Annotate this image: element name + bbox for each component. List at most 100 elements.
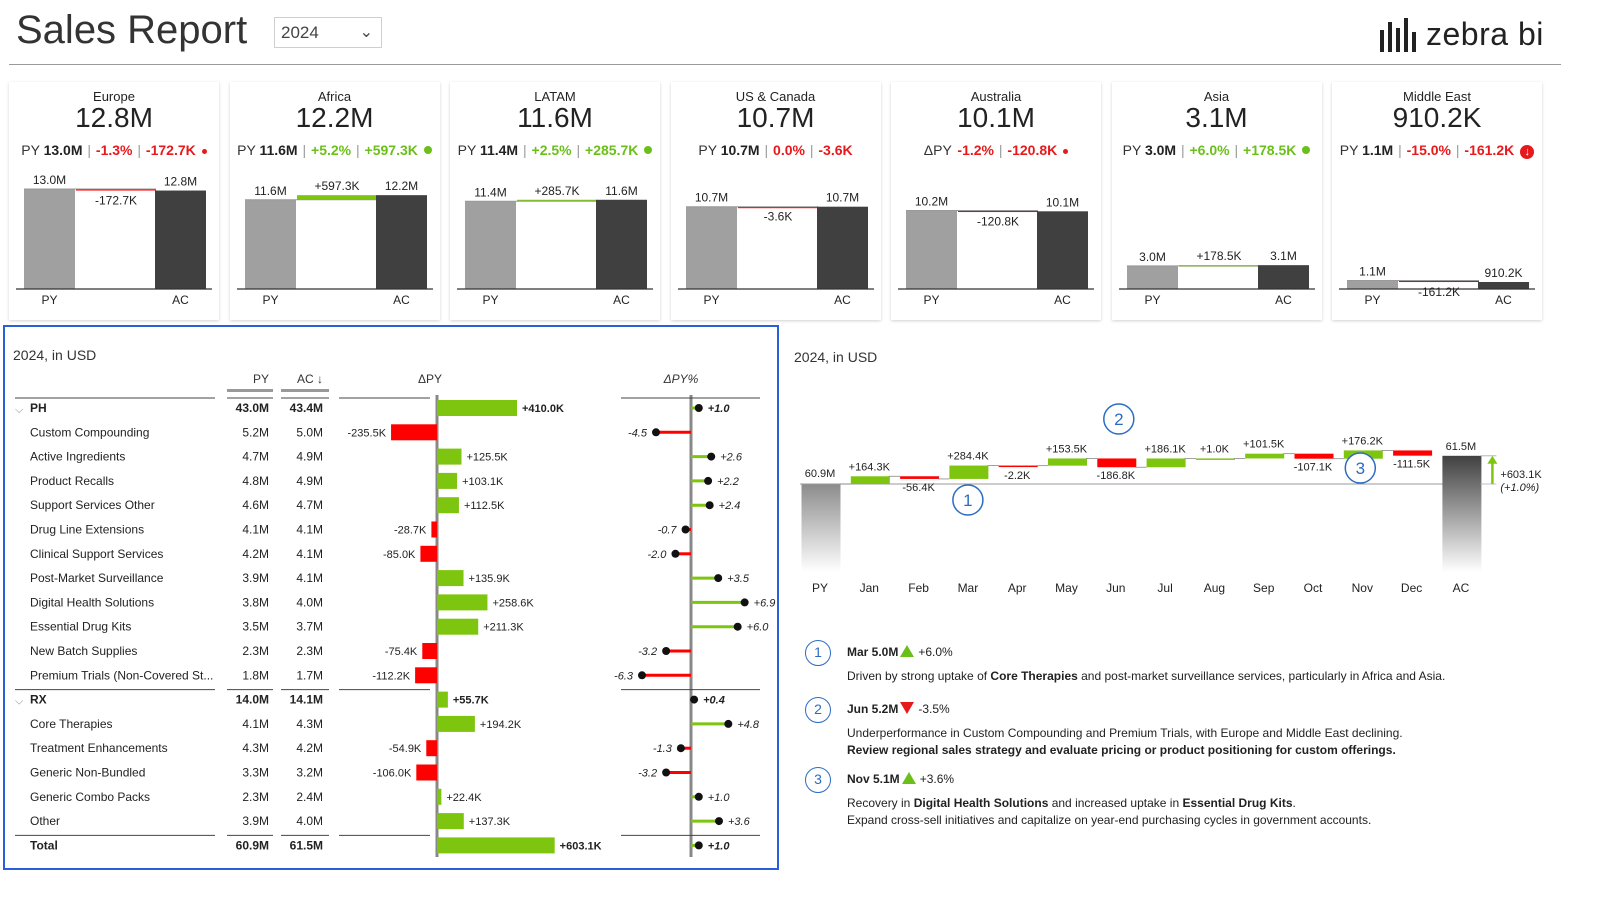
- x-axis-label: Nov: [1352, 581, 1373, 595]
- x-axis-label: Sep: [1253, 581, 1275, 595]
- x-label-ac: AC: [172, 293, 189, 307]
- collapse-chevron-icon[interactable]: ⌵: [15, 404, 24, 416]
- ac-value: 61.5M: [290, 838, 323, 852]
- year-dropdown[interactable]: 2024 ⌄: [274, 17, 382, 48]
- table-row[interactable]: Other 3.9M 4.0M +137.3K +3.6: [30, 813, 751, 830]
- table-row[interactable]: ⌵ PH 43.0M 43.4M +410.0K +1.0: [15, 397, 760, 416]
- kpi-value: 12.2M: [295, 102, 374, 133]
- ac-bar: [596, 199, 647, 289]
- table-row[interactable]: Drug Line Extensions 4.1M 4.1M -28.7K -0.7: [30, 521, 691, 538]
- delta-percent: +6.0%: [1189, 142, 1230, 158]
- percent-label: -4.5: [628, 427, 648, 439]
- month-bar-aug: [1195, 458, 1235, 460]
- table-row[interactable]: ⌵ RX 14.0M 14.1M +55.7K +0.4: [15, 689, 760, 708]
- table-row[interactable]: New Batch Supplies 2.3M 2.3M -75.4K -3.2: [30, 643, 691, 659]
- delta-label: +103.1K: [462, 476, 504, 488]
- py-value: 3.8M: [242, 595, 269, 609]
- ac-value: 43.4M: [290, 401, 323, 415]
- kpi-comparison: PY 3.0M | +6.0% | +178.5K: [1112, 142, 1322, 158]
- percent-dot: [671, 549, 680, 558]
- percent-dot: [690, 695, 699, 704]
- logo-text: zebra bi: [1426, 16, 1544, 52]
- ac-value: 4.0M: [296, 595, 323, 609]
- variance-table-panel[interactable]: 2024, in USD PY AC ↓ ΔPY ΔPY% ⌵ PH 43.0M 43.4M +…: [3, 325, 779, 870]
- header-ac[interactable]: AC ↓: [297, 372, 323, 386]
- row-label: Drug Line Extensions: [30, 523, 144, 537]
- ac-bar: [816, 206, 868, 289]
- kpi-card-australia[interactable]: Australia 10.1M ΔPY -1.2% | -120.8K 10.2M 10…: [891, 82, 1101, 320]
- table-row[interactable]: Product Recalls 4.8M 4.9M +103.1K +2.2: [30, 472, 739, 489]
- percent-dot: [662, 768, 671, 777]
- delta-value: -3.6K: [818, 142, 853, 158]
- table-row[interactable]: Premium Trials (Non-Covered St... 1.8M 1.7…: [30, 667, 691, 684]
- table-row[interactable]: Essential Drug Kits 3.5M 3.7M +211.3K +6.0: [30, 618, 769, 635]
- table-row[interactable]: Active Ingredients 4.7M 4.9M +125.5K +2.6: [30, 448, 743, 465]
- note-text-line: Recovery in Digital Health Solutions and…: [847, 796, 1296, 810]
- kpi-card-asia[interactable]: Asia 3.1M PY 3.0M | +6.0% | +178.5K 3.0M 3.1…: [1111, 82, 1322, 320]
- table-row[interactable]: Digital Health Solutions 3.8M 4.0M +258.6K +…: [30, 594, 775, 611]
- percent-label: -6.3: [614, 670, 634, 682]
- table-row[interactable]: Total 60.9M 61.5M +603.1K +1.0: [15, 834, 760, 854]
- collapse-chevron-icon[interactable]: ⌵: [15, 696, 24, 708]
- x-label-ac: AC: [1275, 293, 1292, 307]
- kpi-value: 10.1M: [957, 102, 1035, 133]
- percent-dot: [681, 525, 690, 534]
- percent-label: +1.0: [708, 403, 731, 415]
- table-row[interactable]: Post-Market Surveillance 3.9M 4.1M +135.9K +…: [30, 570, 750, 587]
- row-label: Active Ingredients: [30, 450, 125, 464]
- delta-label: +410.0K: [522, 403, 564, 415]
- note-text-segment: Driven by strong uptake of: [847, 669, 991, 683]
- header-py[interactable]: PY: [253, 372, 269, 386]
- py-value: 3.9M: [242, 571, 269, 585]
- row-label: Generic Combo Packs: [30, 790, 150, 804]
- note-text-segment: Digital Health Solutions: [913, 796, 1049, 810]
- table-row[interactable]: Treatment Enhancements 4.3M 4.2M -54.9K -1.3: [30, 740, 691, 757]
- annotation-marker-1[interactable]: 1: [952, 484, 984, 516]
- ac-value: 4.9M: [296, 474, 323, 488]
- kpi-card-europe[interactable]: Europe 12.8M PY 13.0M | -1.3% | -172.7K 13.…: [9, 82, 219, 320]
- py-value: 11.6M: [259, 142, 298, 158]
- table-row[interactable]: Custom Compounding 5.2M 5.0M -235.5K -4.5: [30, 424, 691, 441]
- note-text-line: Driven by strong uptake of Core Therapie…: [847, 669, 1445, 683]
- kpi-comparison: PY 13.0M | -1.3% | -172.7K: [9, 142, 219, 158]
- note-text-segment: Recovery in: [847, 796, 914, 810]
- py-header-underline: [227, 389, 273, 392]
- note-text-segment: Underperformance in Custom Compounding a…: [847, 726, 1403, 740]
- delta-label: +135.9K: [469, 573, 511, 585]
- header-delta-py[interactable]: ΔPY: [418, 372, 442, 386]
- kpi-card-africa[interactable]: Africa 12.2M PY 11.6M | +5.2% | +597.3K 11.…: [229, 82, 440, 320]
- delta-bar: [437, 715, 475, 732]
- delta-bar: [437, 570, 464, 587]
- annotation-marker-3[interactable]: 3: [1344, 452, 1377, 484]
- delta-percent: +2.5%: [531, 142, 572, 158]
- table-row[interactable]: Clinical Support Services 4.2M 4.1M -85.0K -…: [30, 545, 691, 562]
- row-label: Product Recalls: [30, 474, 114, 488]
- header-delta-py-pct[interactable]: ΔPY%: [663, 372, 699, 386]
- annotation-marker-2[interactable]: 2: [1103, 403, 1135, 435]
- month-bar-apr: [998, 465, 1038, 468]
- kpi-card-us-canada[interactable]: US & Canada 10.7M PY 10.7M | 0.0% | -3.6K 1…: [670, 82, 881, 320]
- percent-dot: [694, 404, 703, 412]
- row-label: Generic Non-Bundled: [30, 766, 145, 780]
- table-row[interactable]: Generic Combo Packs 2.3M 2.4M +22.4K +1.0: [30, 788, 730, 805]
- kpi-card-middle-east[interactable]: Middle East 910.2K PY 1.1M | -15.0% | -161…: [1332, 82, 1542, 320]
- percent-dot: [724, 719, 733, 728]
- ac-value: 4.2M: [296, 741, 323, 755]
- py-bar-label: 10.7M: [694, 191, 727, 205]
- x-label-py: PY: [262, 293, 278, 307]
- py-bar-label: 11.4M: [474, 185, 506, 199]
- py-value: 2.3M: [242, 790, 269, 804]
- ac-bar-label: 3.1M: [1270, 249, 1297, 263]
- region-name: US & Canada: [735, 89, 816, 104]
- note-month-value: Mar 5.0M: [847, 645, 899, 659]
- table-row[interactable]: Support Services Other 4.6M 4.7M +112.5K +2.…: [30, 497, 740, 514]
- percent-dot: [707, 452, 716, 461]
- kpi-comparison: PY 11.4M | +2.5% | +285.7K: [450, 142, 660, 158]
- table-row[interactable]: Generic Non-Bundled 3.3M 3.2M -106.0K -3.2: [30, 764, 691, 781]
- kpi-value: 3.1M: [1185, 102, 1248, 133]
- ac-value: 2.4M: [296, 790, 323, 804]
- table-row[interactable]: Core Therapies 4.1M 4.3M +194.2K +4.8: [30, 715, 760, 732]
- kpi-card-latam[interactable]: LATAM 11.6M PY 11.4M | +2.5% | +285.7K 11.4…: [450, 82, 660, 320]
- ac-bar-label: 910.2K: [1484, 266, 1522, 280]
- month-bar-label: +153.5K: [1046, 443, 1088, 455]
